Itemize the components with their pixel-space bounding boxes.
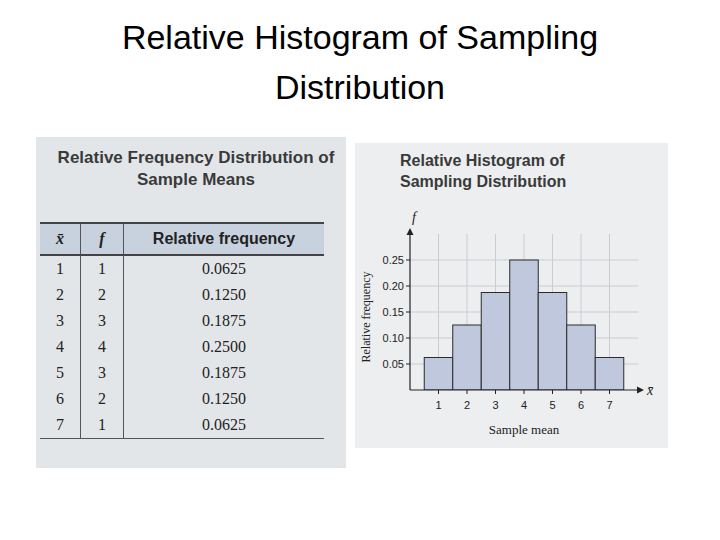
table-row: 530.1875 bbox=[40, 360, 324, 386]
table-cell: 1 bbox=[81, 255, 124, 282]
table-cell: 1 bbox=[81, 412, 124, 439]
table-cell: 0.1875 bbox=[124, 360, 325, 386]
x-axis-symbol: x̄ bbox=[646, 383, 654, 398]
histogram-bar bbox=[424, 358, 453, 391]
table-cell: 3 bbox=[81, 360, 124, 386]
x-tick bbox=[524, 390, 525, 394]
histogram-bar bbox=[538, 293, 567, 391]
table-cell: 7 bbox=[40, 412, 81, 439]
x-tick bbox=[467, 390, 468, 394]
histogram-bar bbox=[510, 260, 539, 390]
table-head: x̄fRelative frequency bbox=[40, 223, 324, 255]
table-cell: 3 bbox=[40, 308, 81, 334]
table-cell: 2 bbox=[40, 282, 81, 308]
frequency-table: x̄fRelative frequency110.0625220.1250330… bbox=[40, 222, 324, 439]
header-cell: f bbox=[81, 223, 124, 255]
x-tick bbox=[581, 390, 582, 394]
x-tick-label: 6 bbox=[578, 399, 584, 411]
x-tick-label: 4 bbox=[521, 399, 527, 411]
table-cell: 0.2500 bbox=[124, 334, 325, 360]
table-row: 110.0625 bbox=[40, 255, 324, 282]
x-tick-label: 5 bbox=[549, 399, 555, 411]
y-tick bbox=[406, 364, 410, 365]
table-cell: 6 bbox=[40, 386, 81, 412]
x-arrow bbox=[637, 387, 644, 394]
histogram-bar bbox=[481, 293, 510, 391]
x-tick bbox=[552, 390, 553, 394]
table-cell: 3 bbox=[81, 308, 124, 334]
table-title: Relative Frequency Distribution of Sampl… bbox=[46, 147, 346, 191]
y-axis-symbol: f bbox=[412, 210, 418, 225]
x-axis-label: Sample mean bbox=[489, 422, 560, 437]
y-tick-label: 0.10 bbox=[383, 332, 404, 344]
table-cell: 0.0625 bbox=[124, 412, 325, 439]
y-tick-label: 0.20 bbox=[383, 280, 404, 292]
y-tick bbox=[406, 260, 410, 261]
histogram-bar bbox=[567, 325, 596, 390]
y-axis-label: Relative frequency bbox=[359, 272, 373, 363]
table-cell: 2 bbox=[81, 386, 124, 412]
x-tick bbox=[438, 390, 439, 394]
table-cell: 0.1250 bbox=[124, 282, 325, 308]
histogram-bar bbox=[453, 325, 482, 390]
table-row: 620.1250 bbox=[40, 386, 324, 412]
table-cell: 1 bbox=[40, 255, 81, 282]
y-tick-label: 0.25 bbox=[383, 254, 404, 266]
table-body: 110.0625220.1250330.1875440.2500530.1875… bbox=[40, 255, 324, 439]
x-tick bbox=[609, 390, 610, 394]
table-cell: 4 bbox=[81, 334, 124, 360]
x-tick bbox=[495, 390, 496, 394]
table-cell: 0.0625 bbox=[124, 255, 325, 282]
header-row: x̄fRelative frequency bbox=[40, 223, 324, 255]
table-cell: 5 bbox=[40, 360, 81, 386]
table-row: 330.1875 bbox=[40, 308, 324, 334]
table-row: 710.0625 bbox=[40, 412, 324, 439]
x-tick-label: 7 bbox=[606, 399, 612, 411]
stage: Relative Histogram of Sampling Distribut… bbox=[0, 0, 720, 540]
table-row: 220.1250 bbox=[40, 282, 324, 308]
y-tick-label: 0.15 bbox=[383, 306, 404, 318]
x-arrow-stem bbox=[638, 390, 639, 391]
chart-svg: 0.050.100.150.200.251234567Sample meanRe… bbox=[0, 0, 720, 540]
y-tick-label: 0.05 bbox=[383, 358, 404, 370]
y-tick bbox=[406, 338, 410, 339]
y-tick bbox=[406, 286, 410, 287]
table-cell: 0.1875 bbox=[124, 308, 325, 334]
slide-title: Relative Histogram of Sampling Distribut… bbox=[80, 12, 640, 112]
table-row: 440.2500 bbox=[40, 334, 324, 360]
y-tick bbox=[406, 312, 410, 313]
table-cell: 2 bbox=[81, 282, 124, 308]
x-tick-label: 2 bbox=[464, 399, 470, 411]
y-arrow bbox=[407, 228, 414, 235]
x-tick-label: 3 bbox=[492, 399, 498, 411]
table-cell: 4 bbox=[40, 334, 81, 360]
chart-title: Relative Histogram of Sampling Distribut… bbox=[400, 150, 615, 192]
header-cell: Relative frequency bbox=[124, 223, 325, 255]
x-tick-label: 1 bbox=[435, 399, 441, 411]
header-cell: x̄ bbox=[40, 223, 81, 255]
bars bbox=[424, 260, 624, 390]
histogram-bar bbox=[595, 358, 624, 391]
table-cell: 0.1250 bbox=[124, 386, 325, 412]
